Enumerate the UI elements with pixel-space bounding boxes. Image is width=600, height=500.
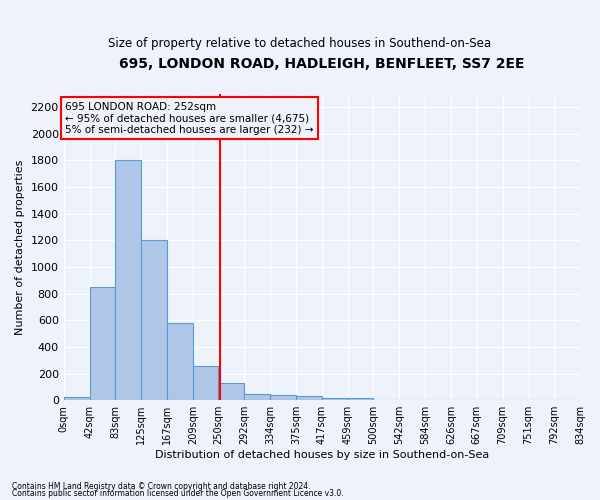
Text: 695 LONDON ROAD: 252sqm
← 95% of detached houses are smaller (4,675)
5% of semi-: 695 LONDON ROAD: 252sqm ← 95% of detache… — [65, 102, 313, 134]
Bar — [322, 398, 348, 400]
Bar — [89, 287, 115, 400]
Bar — [115, 160, 141, 400]
Text: Contains public sector information licensed under the Open Government Licence v3: Contains public sector information licen… — [12, 490, 344, 498]
Bar — [271, 395, 296, 400]
Text: Contains HM Land Registry data © Crown copyright and database right 2024.: Contains HM Land Registry data © Crown c… — [12, 482, 311, 491]
Bar — [64, 397, 89, 400]
Bar — [167, 323, 193, 400]
Y-axis label: Number of detached properties: Number of detached properties — [15, 159, 25, 334]
Bar — [244, 394, 271, 400]
X-axis label: Distribution of detached houses by size in Southend-on-Sea: Distribution of detached houses by size … — [155, 450, 489, 460]
Bar — [193, 366, 218, 400]
Bar — [141, 240, 167, 400]
Text: Size of property relative to detached houses in Southend-on-Sea: Size of property relative to detached ho… — [109, 38, 491, 51]
Title: 695, LONDON ROAD, HADLEIGH, BENFLEET, SS7 2EE: 695, LONDON ROAD, HADLEIGH, BENFLEET, SS… — [119, 58, 524, 71]
Bar — [218, 383, 244, 400]
Bar — [296, 396, 322, 400]
Bar — [348, 398, 373, 400]
